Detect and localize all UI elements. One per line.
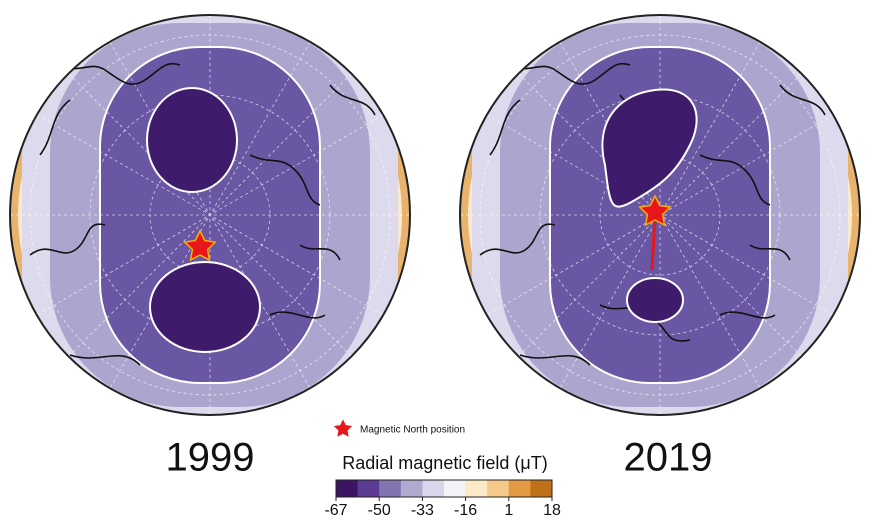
colorbar-swatch (400, 480, 423, 497)
colorbar-swatch (336, 480, 359, 497)
year-label: 2019 (624, 436, 713, 480)
colorbar-frame (335, 479, 553, 498)
legend-star (333, 419, 353, 437)
colorbar-swatch (487, 480, 510, 497)
colorbar-tick-label: -67 (324, 502, 347, 519)
colorbar-swatch (444, 480, 467, 497)
colorbar-label: Radial magnetic field (μT) (342, 453, 547, 473)
map-1999 (10, 15, 410, 415)
colorbar-tick-label: -50 (368, 502, 391, 519)
colorbar-swatch (357, 480, 380, 497)
colorbar-swatch (530, 480, 553, 497)
colorbar-tick-label: -33 (411, 502, 434, 519)
colorbar-tick-label: -16 (454, 502, 477, 519)
colorbar-swatch (508, 480, 531, 497)
colorbar-tick-label: 18 (543, 502, 561, 519)
colorbar-tick-label: 1 (504, 502, 513, 519)
year-label: 1999 (166, 436, 255, 480)
colorbar-swatch (465, 480, 488, 497)
colorbar-swatch (379, 480, 402, 497)
map-2019 (460, 15, 860, 415)
legend-label: Magnetic North position (360, 425, 465, 436)
colorbar: -67 -50 -33 -16 1 18 (324, 479, 561, 519)
colorbar-swatch (422, 480, 445, 497)
